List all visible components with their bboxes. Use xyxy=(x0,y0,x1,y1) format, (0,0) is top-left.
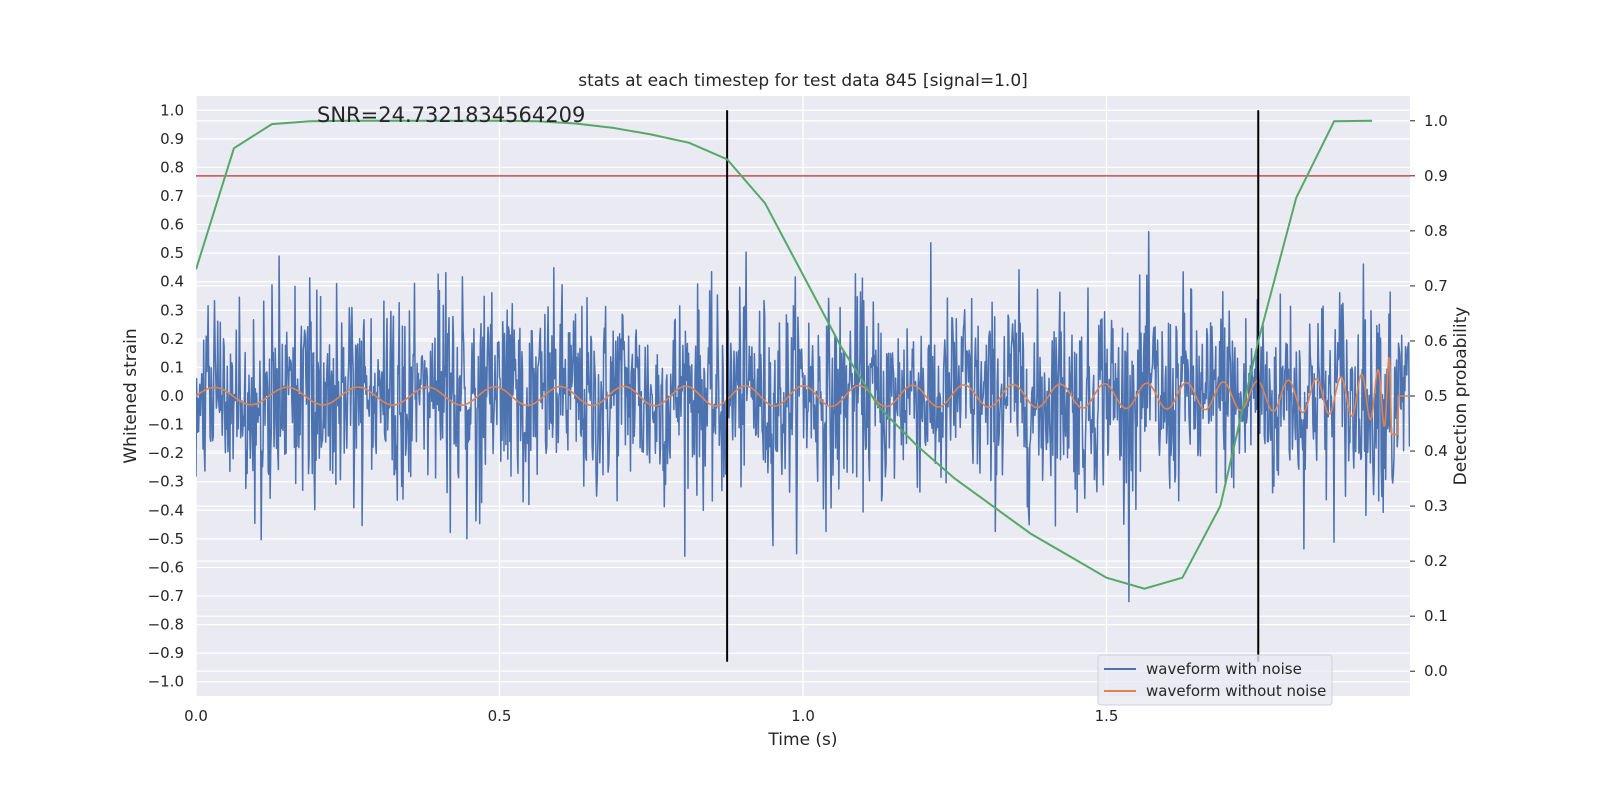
y2-axis-label: Detection probability xyxy=(1451,307,1471,486)
y-tick-label: −0.6 xyxy=(148,558,184,576)
y-tick-label: 0.9 xyxy=(160,130,184,148)
legend-label-noisy: waveform with noise xyxy=(1146,660,1302,678)
y-tick-label: −0.4 xyxy=(148,501,184,519)
x-tick-label: 1.0 xyxy=(791,707,815,725)
y-tick-label: −0.5 xyxy=(148,530,184,548)
y2-tick-label: 0.3 xyxy=(1424,497,1448,515)
y-tick-label: 0.3 xyxy=(160,301,184,319)
tick-labels: 0.0 0.5 1.0 1.5 1.0 0.9 0.8 0.7 0.6 0.5 0.4 0.3 0.2 0… xyxy=(148,101,1448,725)
y-tick-label: 0.0 xyxy=(160,387,184,405)
y-tick-label: −0.2 xyxy=(148,444,184,462)
x-tick-label: 0.0 xyxy=(184,707,208,725)
y2-tick-label: 0.0 xyxy=(1424,662,1448,680)
y-tick-label: 0.1 xyxy=(160,358,184,376)
y2-tick-label: 1.0 xyxy=(1424,112,1448,130)
y-tick-label: −0.3 xyxy=(148,473,184,491)
legend: waveform with noise waveform without noi… xyxy=(1097,654,1333,706)
series-detection-probability xyxy=(196,119,1373,590)
legend-label-clean: waveform without noise xyxy=(1146,682,1326,700)
y-tick-label: 0.8 xyxy=(160,158,184,176)
y2-tick-label: 0.1 xyxy=(1424,607,1448,625)
snr-annotation: SNR=24.7321834564209 xyxy=(317,103,585,127)
y2-tick-label: 0.8 xyxy=(1424,222,1448,240)
y-tick-label: 0.7 xyxy=(160,187,184,205)
x-tick-label: 0.5 xyxy=(488,707,512,725)
series-layer xyxy=(196,110,1410,662)
y-tick-label: 0.6 xyxy=(160,216,184,234)
y-tick-label: −1.0 xyxy=(148,673,184,691)
series-waveform-with-noise xyxy=(196,230,1410,603)
x-axis-label: Time (s) xyxy=(767,730,837,750)
y2-tick-label: 0.6 xyxy=(1424,332,1448,350)
y-tick-label: −0.9 xyxy=(148,644,184,662)
y2-tick-label: 0.2 xyxy=(1424,552,1448,570)
y-tick-label: 0.4 xyxy=(160,273,184,291)
y2-tick-label: 0.7 xyxy=(1424,277,1448,295)
y-tick-label: 0.5 xyxy=(160,244,184,262)
y-tick-label: 0.2 xyxy=(160,330,184,348)
y-axis-label: Whitened strain xyxy=(121,328,141,463)
y2-tick-label: 0.9 xyxy=(1424,167,1448,185)
y-tick-label: −0.8 xyxy=(148,616,184,634)
chart-title: stats at each timestep for test data 845… xyxy=(578,71,1028,91)
y-tick-label: −0.7 xyxy=(148,587,184,605)
y2-tick-label: 0.5 xyxy=(1424,387,1448,405)
y2-tick-label: 0.4 xyxy=(1424,442,1448,460)
y-tick-label: 1.0 xyxy=(160,101,184,119)
y-tick-label: −0.1 xyxy=(148,416,184,434)
legend-box xyxy=(1097,654,1333,706)
series-waveform-without-noise xyxy=(196,356,1410,436)
x-tick-label: 1.5 xyxy=(1095,707,1119,725)
